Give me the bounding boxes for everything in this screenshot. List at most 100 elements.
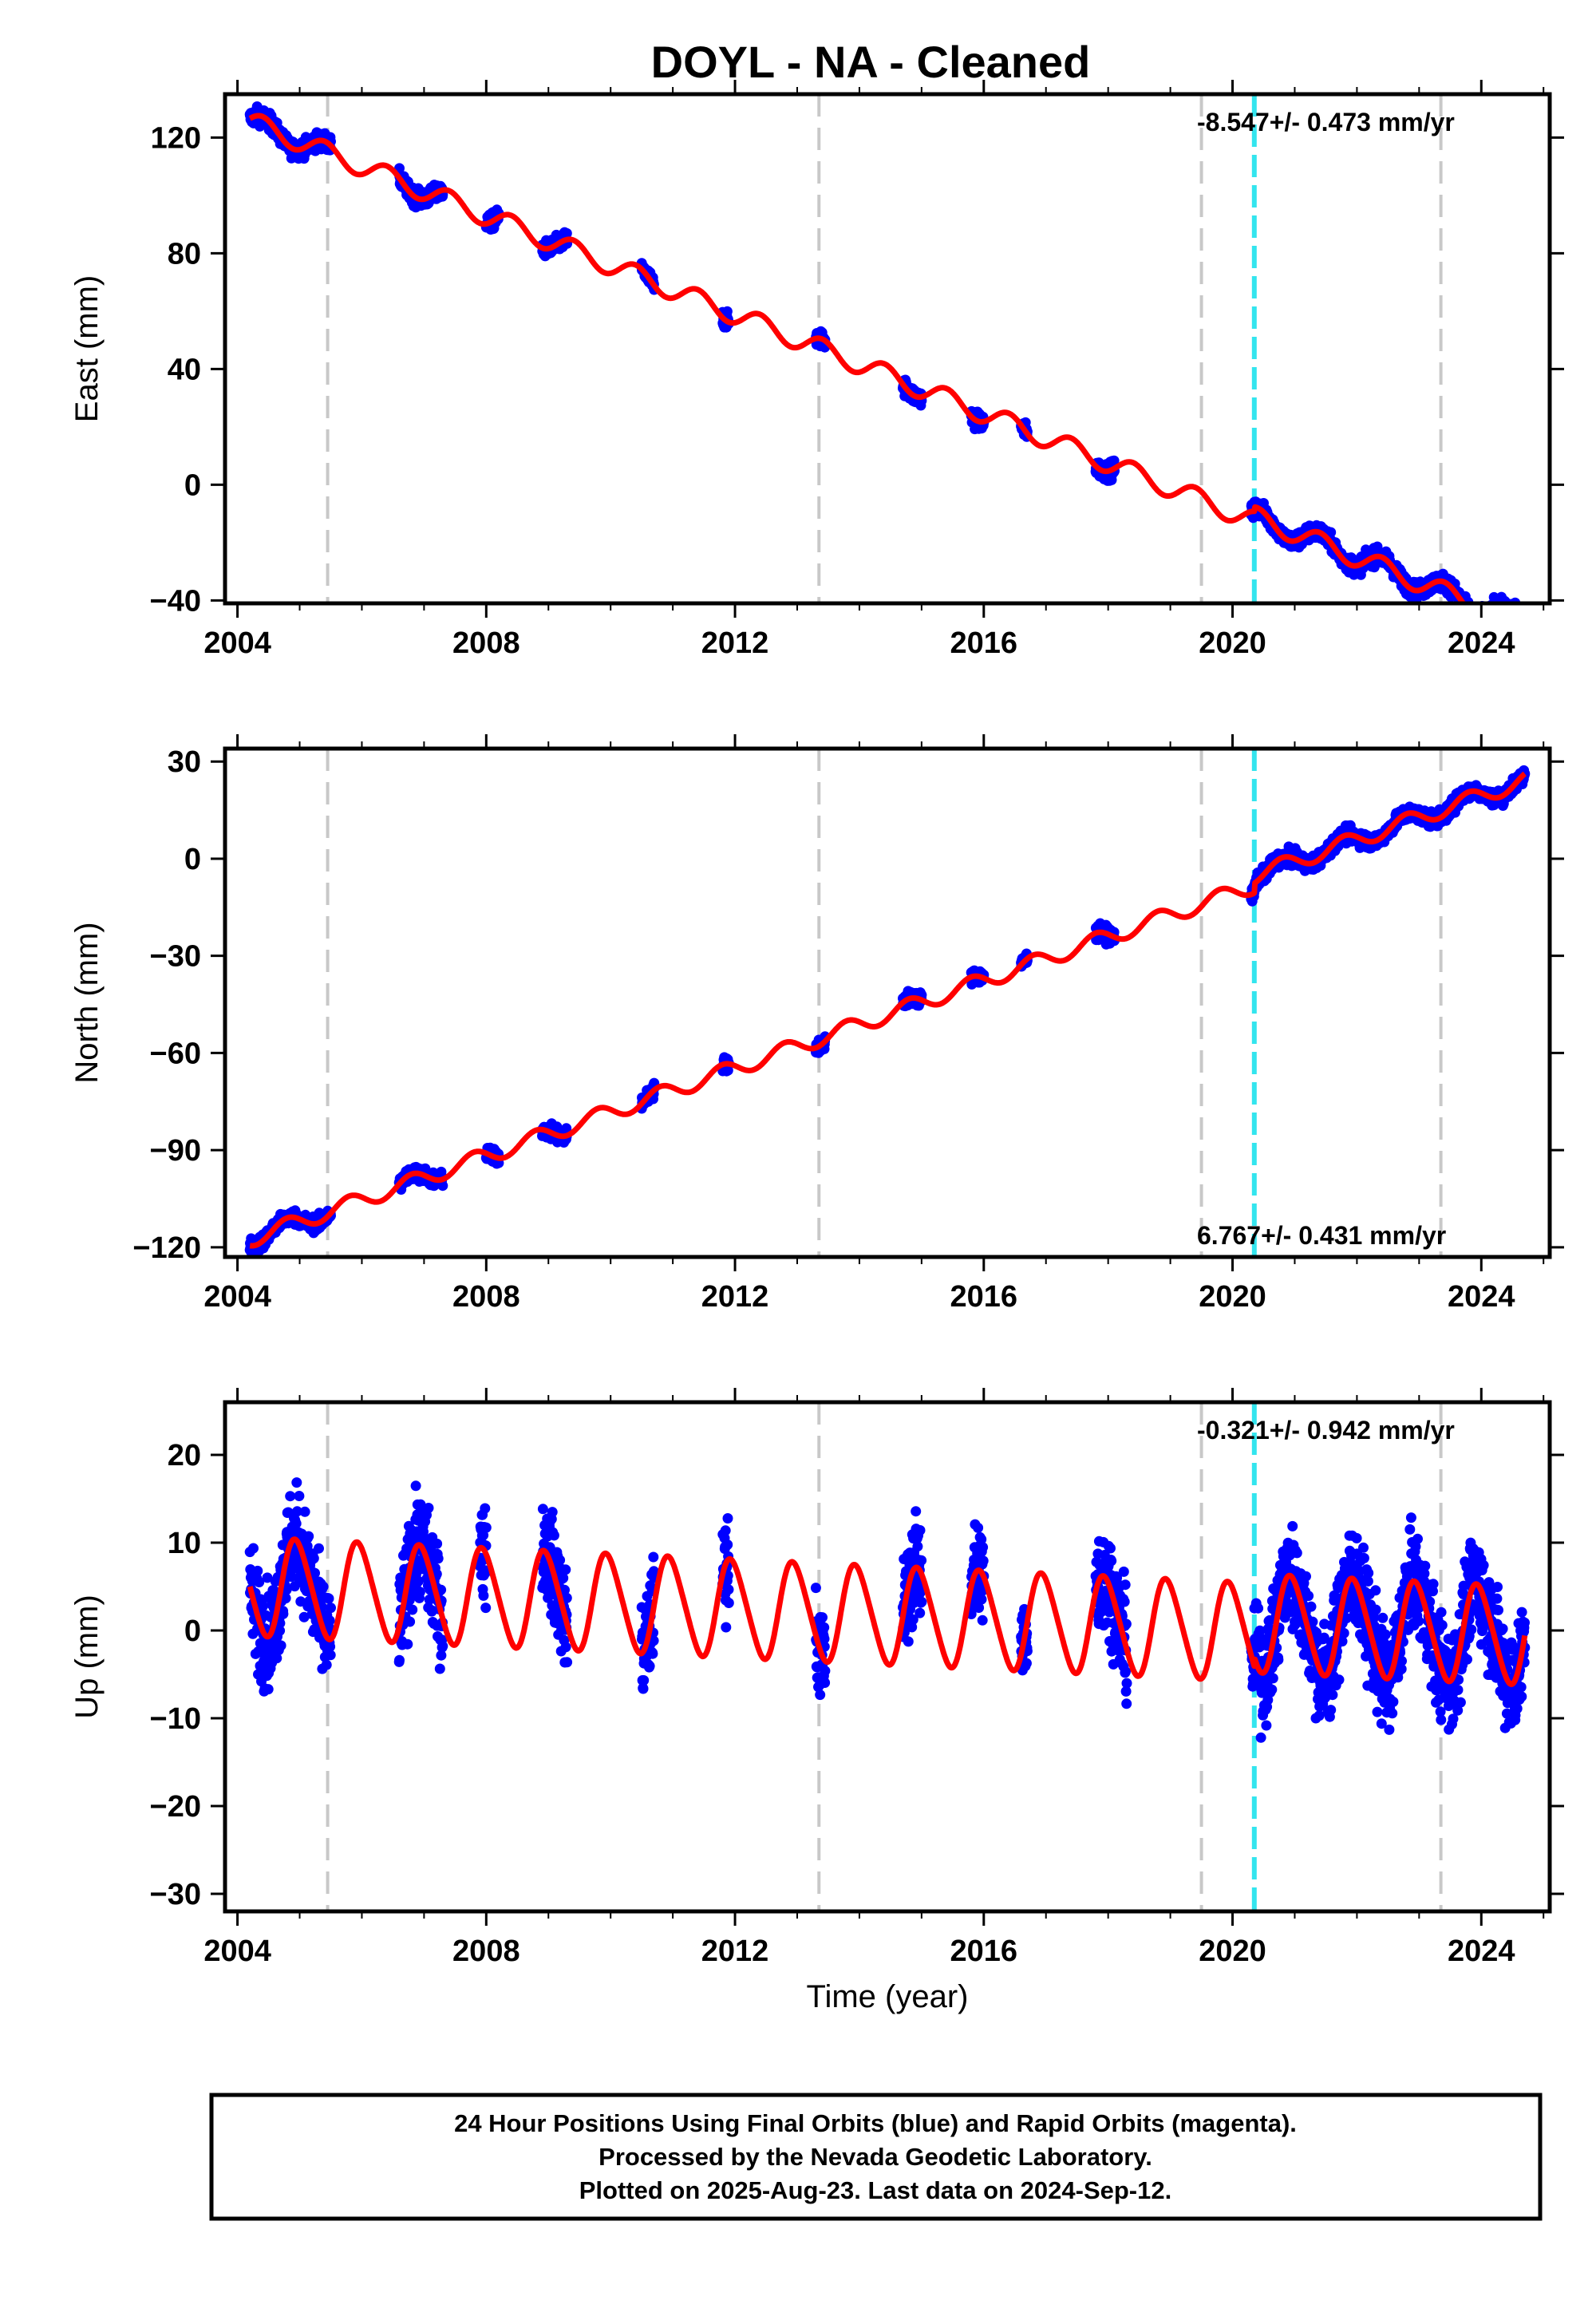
x-tick-label: 2020 [1199, 1280, 1266, 1314]
data-point [1478, 608, 1488, 619]
data-point [1487, 606, 1498, 616]
data-point [1512, 613, 1523, 623]
data-point [394, 1655, 405, 1666]
data-point [1470, 611, 1480, 621]
data-point [1475, 607, 1485, 618]
data-point [1505, 605, 1515, 615]
data-point [435, 1664, 445, 1674]
data-point [1496, 604, 1507, 615]
data-point [1485, 611, 1495, 622]
data-point [1511, 605, 1521, 615]
data-point [1507, 606, 1517, 616]
data-point [1507, 607, 1518, 618]
data-point [1515, 618, 1525, 628]
data-point [1472, 607, 1482, 618]
data-point [1487, 611, 1497, 622]
data-point [1464, 607, 1474, 618]
data-point [481, 1523, 492, 1533]
data-point [547, 1507, 558, 1517]
data-point [303, 1532, 314, 1542]
data-point [1510, 605, 1520, 615]
data-point [1518, 621, 1528, 631]
data-point [1519, 615, 1529, 625]
data-point [1513, 617, 1523, 627]
data-point [1471, 608, 1481, 619]
data-point [1474, 613, 1484, 623]
y-tick-label: −30 [150, 940, 201, 974]
data-point [1514, 615, 1524, 625]
data-point [1487, 606, 1497, 616]
data-point [1490, 608, 1500, 619]
x-tick-label: 2008 [452, 1280, 520, 1314]
data-point [1519, 626, 1530, 637]
data-point [1485, 608, 1495, 619]
data-point [437, 1641, 448, 1651]
data-point [326, 1650, 336, 1660]
data-point [1511, 611, 1521, 622]
x-tick-label: 2004 [203, 626, 271, 660]
rate-label: -8.547+/- 0.473 mm/yr [1197, 108, 1455, 136]
data-point [1509, 604, 1519, 615]
data-point [1466, 608, 1476, 619]
data-point [1481, 609, 1491, 619]
data-point [1466, 608, 1476, 619]
data-point [1508, 606, 1519, 616]
data-point [1471, 611, 1481, 622]
y-tick-label: −90 [150, 1134, 201, 1168]
data-point [1481, 607, 1491, 618]
data-point [1511, 611, 1522, 621]
data-point [248, 1543, 259, 1554]
data-point [314, 1543, 324, 1554]
data-point [1517, 613, 1527, 623]
data-point [1501, 605, 1511, 615]
data-point [415, 1587, 425, 1597]
x-tick-label: 2016 [950, 1280, 1018, 1314]
data-point [1517, 622, 1527, 633]
data-point [1515, 616, 1526, 626]
data-point [326, 1603, 336, 1613]
data-point [1471, 612, 1481, 622]
data-point [1510, 611, 1520, 622]
data-point [1468, 611, 1478, 621]
data-point [1512, 604, 1523, 615]
data-point [411, 1480, 421, 1491]
panel-frame [225, 94, 1550, 603]
data-point [561, 1642, 571, 1652]
data-point [1464, 611, 1474, 621]
data-point [1503, 607, 1514, 618]
data-point [1501, 604, 1511, 615]
data-point [1490, 610, 1500, 620]
data-point [1505, 607, 1515, 617]
data-point [325, 1615, 335, 1626]
data-point [1489, 605, 1499, 615]
data-point [1477, 607, 1487, 617]
x-tick-label: 2024 [1448, 1280, 1515, 1314]
data-point [432, 1539, 442, 1549]
data-point [1489, 605, 1499, 615]
data-point [560, 1564, 571, 1575]
data-point [1507, 610, 1518, 620]
y-tick-label: 40 [168, 353, 201, 386]
data-point [1516, 620, 1527, 630]
y-tick-label: −40 [150, 584, 201, 618]
data-point [1493, 608, 1503, 619]
data-point [1487, 607, 1497, 617]
x-tick-label: 2012 [701, 1280, 769, 1314]
data-point [1468, 608, 1479, 619]
data-point [1508, 609, 1519, 619]
data-point [1507, 607, 1517, 617]
data-point [285, 1491, 295, 1501]
y-axis-label: North (mm) [69, 922, 105, 1083]
data-point [1488, 604, 1499, 615]
data-point [322, 1660, 332, 1670]
data-point [1475, 613, 1485, 623]
data-point [1466, 610, 1476, 620]
data-point [1468, 610, 1479, 620]
data-point [1519, 614, 1529, 624]
data-point [1484, 606, 1495, 616]
data-point [1465, 607, 1476, 617]
data-points [245, 1477, 1531, 1743]
data-point [1483, 608, 1494, 619]
